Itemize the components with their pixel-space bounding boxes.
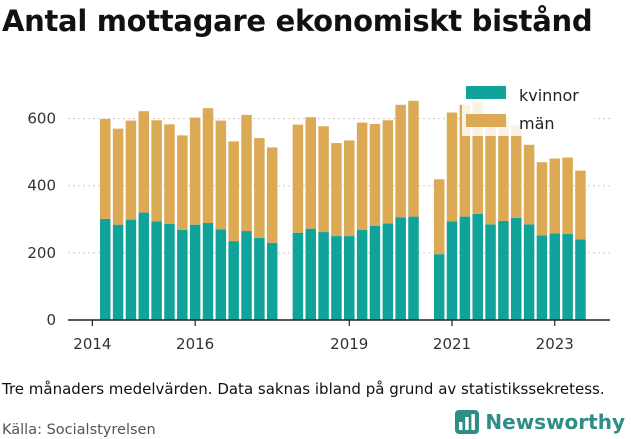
bar-kvinnor — [177, 230, 188, 320]
bar-kvinnor — [164, 223, 175, 320]
bar-kvinnor — [228, 241, 239, 320]
bar-kvinnor — [202, 222, 214, 320]
bar-kvinnor — [189, 224, 201, 320]
bar-man — [254, 138, 265, 238]
bar-kvinnor — [510, 217, 522, 320]
bar-man — [395, 104, 406, 218]
legend-label-man: män — [519, 114, 555, 133]
legend: kvinnor män — [462, 80, 594, 136]
legend-label-kvinnor: kvinnor — [519, 86, 579, 105]
bar-man — [215, 120, 227, 230]
bar-man — [382, 120, 394, 224]
bar-man — [331, 143, 342, 237]
x-tick-label: 2016 — [176, 335, 214, 353]
bar-man — [266, 147, 278, 243]
y-tick-label: 400 — [27, 177, 56, 195]
x-tick-label: 2014 — [73, 335, 111, 353]
bar-kvinnor — [125, 219, 137, 320]
bar-kvinnor — [356, 230, 368, 320]
bar-man — [99, 118, 111, 219]
bar-man — [369, 123, 381, 226]
bar-kvinnor — [395, 217, 406, 320]
bar-kvinnor — [318, 232, 329, 320]
bar-kvinnor — [498, 220, 509, 320]
bar-man — [433, 179, 445, 255]
bar-man — [151, 120, 162, 222]
bars — [99, 100, 586, 320]
bar-man — [485, 119, 496, 225]
bar-man — [228, 141, 239, 242]
bar-kvinnor — [151, 221, 162, 320]
legend-swatch-man — [466, 114, 506, 127]
bar-kvinnor — [485, 224, 496, 320]
x-tick-label: 2019 — [330, 335, 368, 353]
bar-kvinnor — [331, 236, 342, 320]
bar-man — [356, 122, 368, 231]
bar-kvinnor — [472, 213, 483, 320]
bar-man — [164, 124, 175, 224]
brand-logo: Newsworthy — [455, 410, 625, 434]
bar-man — [408, 100, 419, 217]
source-note: Källa: Socialstyrelsen — [2, 422, 156, 438]
bar-man — [510, 125, 522, 218]
bar-chart-logo-icon — [455, 410, 480, 434]
bar-kvinnor — [446, 221, 458, 320]
y-tick-label: 0 — [46, 311, 56, 329]
brand-name: Newsworthy — [485, 410, 625, 434]
bar-kvinnor — [344, 236, 355, 320]
bar-man — [202, 108, 214, 223]
y-tick-label: 600 — [27, 110, 56, 128]
bar-kvinnor — [305, 228, 316, 320]
bar-man — [472, 101, 483, 214]
bar-kvinnor — [369, 226, 381, 320]
bar-kvinnor — [536, 235, 548, 320]
bar-man — [523, 144, 535, 225]
bar-kvinnor — [99, 218, 111, 320]
bar-man — [575, 170, 586, 240]
x-tick-label: 2023 — [536, 335, 574, 353]
bar-kvinnor — [138, 212, 150, 320]
bar-man — [292, 124, 304, 233]
bar-kvinnor — [523, 224, 535, 320]
bar-man — [189, 117, 201, 225]
bar-man — [125, 120, 137, 220]
bar-kvinnor — [112, 224, 124, 320]
y-tick-label: 200 — [27, 244, 56, 262]
bar-kvinnor — [562, 234, 573, 320]
bar-man — [112, 128, 124, 225]
bar-kvinnor — [459, 216, 471, 320]
bar-man — [318, 126, 329, 233]
bar-kvinnor — [575, 239, 586, 320]
bar-kvinnor — [292, 232, 304, 320]
bar-man — [536, 162, 548, 236]
bar-kvinnor — [433, 254, 445, 320]
x-tick-label: 2021 — [433, 335, 471, 353]
bar-man — [498, 116, 509, 221]
chart-title: Antal mottagare ekonomiskt bistånd — [2, 4, 593, 38]
bar-kvinnor — [266, 242, 278, 320]
bar-man — [305, 117, 316, 229]
bar-kvinnor — [549, 233, 561, 320]
bar-kvinnor — [382, 223, 394, 320]
bar-kvinnor — [408, 216, 419, 320]
bar-man — [446, 112, 458, 222]
bar-man — [138, 111, 150, 213]
bar-man — [549, 158, 561, 234]
bar-man — [344, 140, 355, 237]
bar-kvinnor — [241, 231, 252, 320]
bar-man — [459, 104, 471, 217]
axes: 0 200 400 600 2014 2016 2019 2021 2023 — [27, 110, 610, 353]
bar-man — [241, 114, 252, 232]
bar-man — [177, 135, 188, 231]
legend-swatch-kvinnor — [466, 86, 506, 99]
bar-kvinnor — [215, 229, 227, 320]
chart-caption: Tre månaders medelvärden. Data saknas ib… — [2, 380, 605, 398]
bar-man — [562, 157, 573, 235]
bar-kvinnor — [254, 237, 265, 320]
